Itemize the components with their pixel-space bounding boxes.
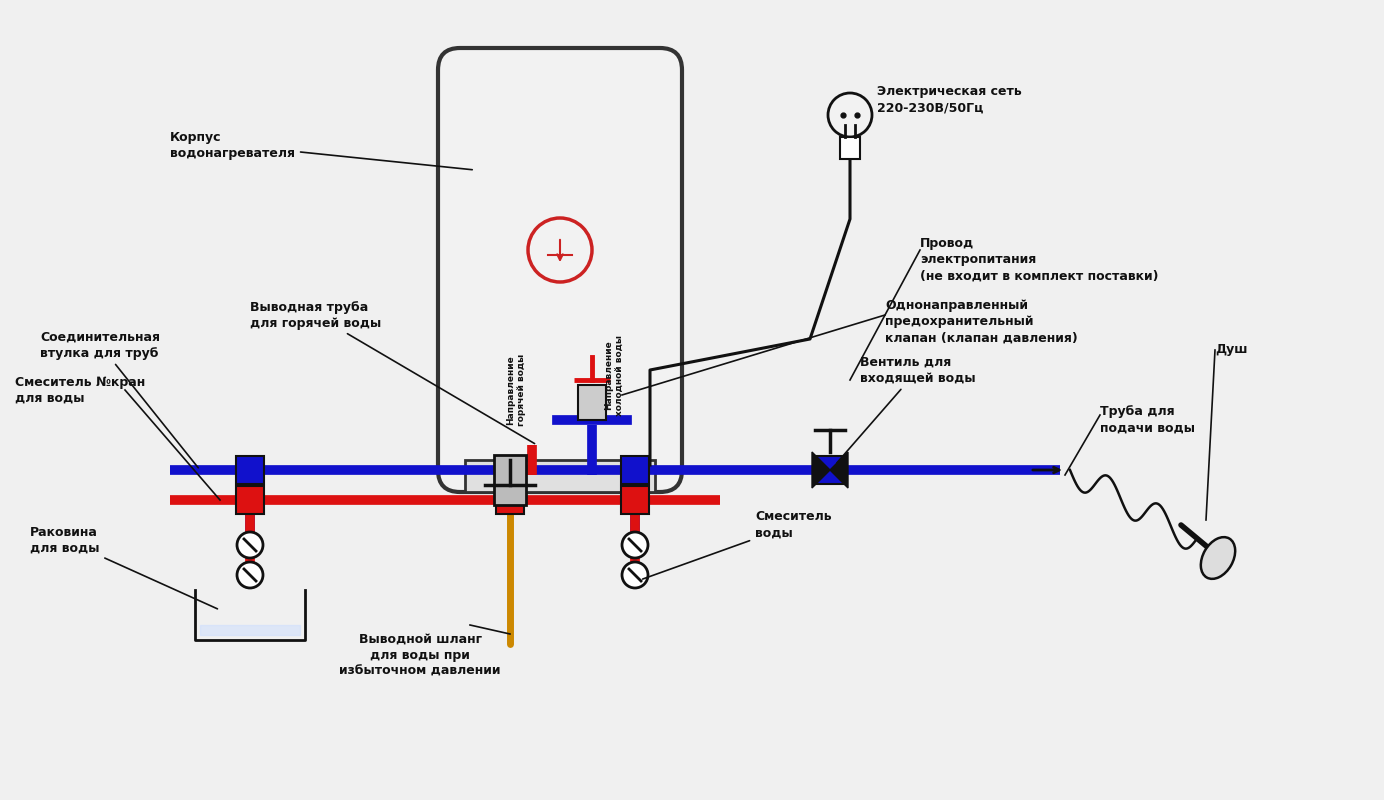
Text: Выводной шланг
для воды при
избыточном давлении: Выводной шланг для воды при избыточном д…: [339, 633, 501, 678]
Text: Направление
холодной воды: Направление холодной воды: [603, 334, 624, 415]
Text: Труба для
подачи воды: Труба для подачи воды: [1100, 406, 1194, 434]
Circle shape: [828, 93, 872, 137]
Bar: [840, 137, 859, 159]
Circle shape: [237, 562, 263, 588]
Circle shape: [621, 532, 648, 558]
Text: Вентиль для
входящей воды: Вентиль для входящей воды: [837, 355, 976, 463]
Circle shape: [529, 218, 592, 282]
FancyBboxPatch shape: [437, 48, 682, 492]
Text: Смеситель
воды: Смеситель воды: [642, 510, 832, 579]
Bar: [621, 486, 649, 514]
Text: Электрическая сеть
220-230В/50Гц: Электрическая сеть 220-230В/50Гц: [877, 86, 1021, 114]
Polygon shape: [830, 452, 848, 488]
Bar: [495, 456, 525, 484]
Text: Однонаправленный
предохранительный
клапан (клапан давления): Однонаправленный предохранительный клапа…: [884, 299, 1078, 345]
Text: Выводная труба
для горячей воды: Выводная труба для горячей воды: [251, 301, 534, 443]
Text: Корпус
водонагревателя: Корпус водонагревателя: [170, 130, 472, 170]
Circle shape: [621, 562, 648, 588]
Bar: [465, 460, 655, 492]
Text: Раковина
для воды: Раковина для воды: [30, 526, 217, 609]
Bar: [817, 456, 844, 484]
Bar: [237, 486, 264, 514]
Text: Соединительная
втулка для труб: Соединительная втулка для труб: [40, 330, 198, 468]
Ellipse shape: [1201, 537, 1235, 579]
Bar: [579, 385, 606, 420]
Text: Душ: Душ: [1215, 343, 1247, 357]
Text: Смеситель №кран
для воды: Смеситель №кран для воды: [15, 375, 145, 405]
Bar: [237, 456, 264, 484]
Bar: [494, 455, 526, 505]
Polygon shape: [812, 452, 830, 488]
Bar: [495, 486, 525, 514]
Bar: [621, 456, 649, 484]
Text: Провод
электропитания
(не входит в комплект поставки): Провод электропитания (не входит в компл…: [920, 238, 1158, 282]
Circle shape: [237, 532, 263, 558]
Text: Направление
горячей воды: Направление горячей воды: [507, 354, 526, 426]
